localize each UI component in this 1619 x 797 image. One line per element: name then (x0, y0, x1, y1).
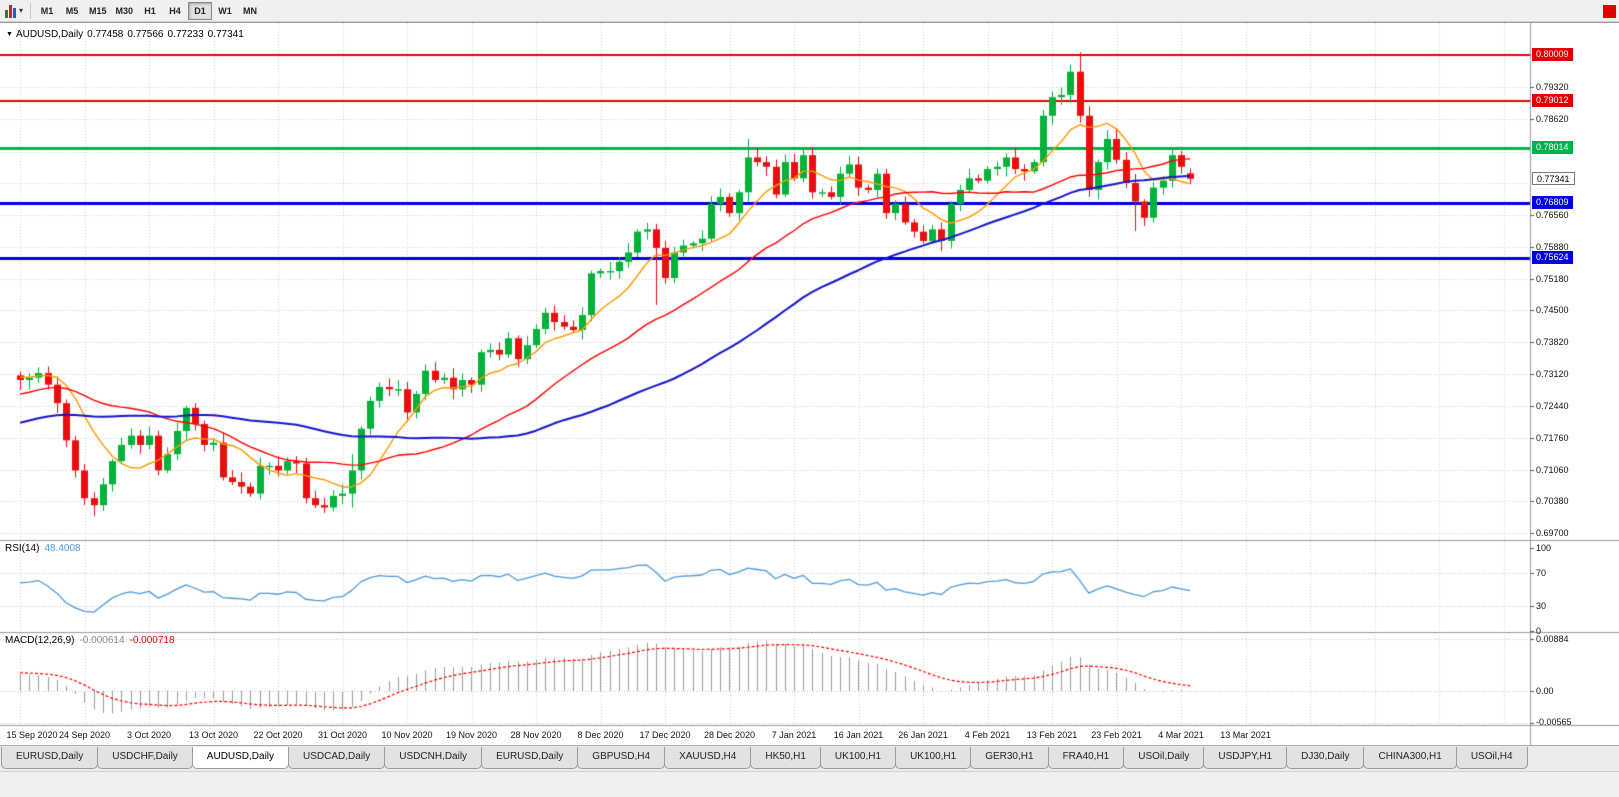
tab-usdjpy-h1[interactable]: USDJPY,H1 (1203, 747, 1288, 769)
timeframe-d1[interactable]: D1 (188, 1, 213, 20)
timeframe-mn[interactable]: MN (243, 5, 258, 16)
timeframe-m1[interactable]: M1 (40, 5, 54, 16)
tab-fra40-h1[interactable]: FRA40,H1 (1047, 747, 1125, 769)
time-scale[interactable] (0, 725, 1531, 746)
tab-usdchf-daily[interactable]: USDCHF,Daily (97, 747, 193, 769)
tab-uk100-h1[interactable]: UK100,H1 (895, 747, 972, 769)
tab-china300-h1[interactable]: CHINA300,H1 (1363, 747, 1457, 769)
timeframe-w1[interactable]: W1 (218, 5, 232, 16)
timeframe-m30[interactable]: M30 (115, 5, 134, 16)
timeframe-h1[interactable]: H1 (144, 5, 156, 16)
tab-ger30-h1[interactable]: GER30,H1 (970, 747, 1049, 769)
tab-eurusd-daily[interactable]: EURUSD,Daily (481, 747, 579, 769)
timeframe-h4[interactable]: H4 (169, 5, 181, 16)
price-chart-canvas[interactable] (0, 23, 1619, 746)
status-bar (0, 771, 1619, 797)
chart-tabs-bar: EURUSD,Daily USDCHF,Daily AUDUSD,Daily USDC… (0, 745, 1619, 771)
tab-audusd-daily[interactable]: AUDUSD,Daily (191, 747, 290, 769)
timeframe-m5[interactable]: M5 (65, 5, 79, 16)
chart-area: ▼ AUDUSD,Daily 0.77458 0.77566 0.77233 0.7734… (0, 22, 1619, 746)
tab-usoil-daily[interactable]: USOil,Daily (1123, 747, 1205, 769)
tab-hk50-h1[interactable]: HK50,H1 (750, 747, 821, 769)
tab-eurusd-daily[interactable]: EURUSD,Daily (1, 747, 99, 769)
toolbar-divider (30, 2, 32, 19)
tab-dj30-daily[interactable]: DJ30,Daily (1286, 747, 1365, 769)
tab-uk100-h1[interactable]: UK100,H1 (819, 747, 897, 769)
tab-usdcad-daily[interactable]: USDCAD,Daily (288, 747, 386, 769)
tab-gbpusd-h4[interactable]: GBPUSD,H4 (577, 747, 666, 769)
tab-usoil-h4[interactable]: USOil,H4 (1455, 747, 1528, 769)
chevron-down-icon[interactable]: ▾ (19, 6, 24, 15)
price-scale[interactable] (1531, 23, 1619, 725)
chart-type-icon[interactable] (5, 4, 16, 18)
timeframe-buttons: M1 M5 M15 M30 H1 H4 D1 W1 MN (35, 1, 263, 20)
tab-xauusd-h4[interactable]: XAUUSD,H4 (664, 747, 752, 769)
timeframe-m15[interactable]: M15 (89, 5, 107, 16)
tab-usdcnh-daily[interactable]: USDCNH,Daily (384, 747, 483, 769)
alert-indicator (1603, 5, 1616, 18)
timeframe-toolbar: ▾ M1 M5 M15 M30 H1 H4 D1 W1 MN (0, 0, 1619, 22)
